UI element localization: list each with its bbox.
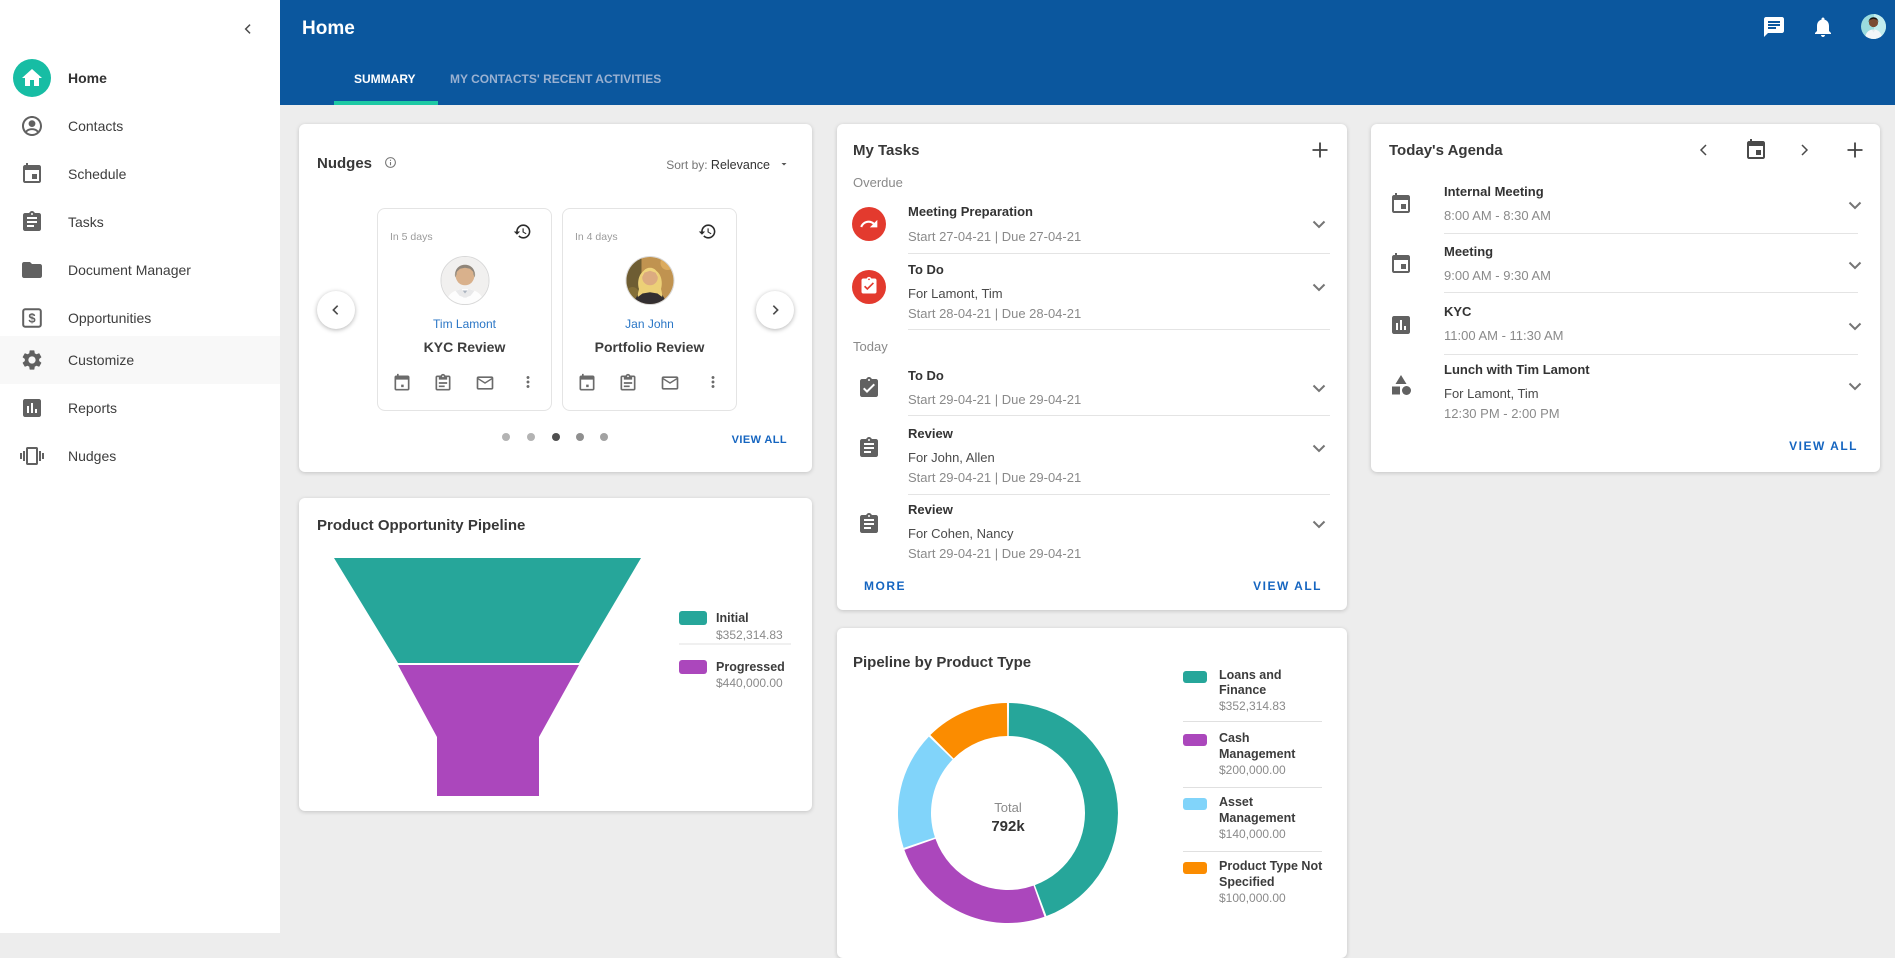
svg-text:$: $ bbox=[28, 311, 36, 326]
